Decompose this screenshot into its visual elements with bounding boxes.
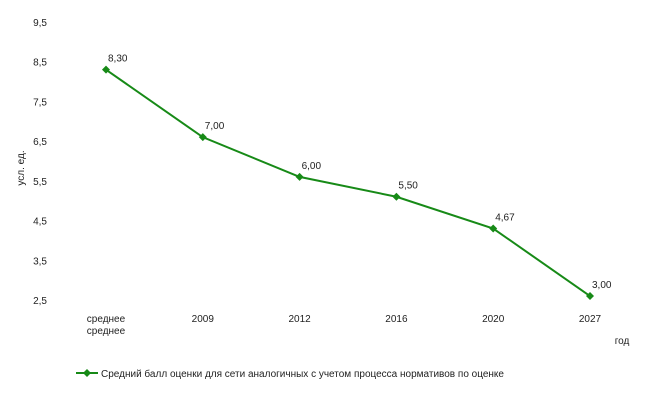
y-tick-label: 2,5 (33, 296, 47, 307)
y-tick-label: 8,5 (33, 58, 47, 69)
series-line (105, 68, 591, 297)
x-tick-label: 2020 (482, 314, 505, 325)
y-tick-label: 5,5 (33, 177, 47, 188)
series-points (102, 65, 594, 301)
y-tick-label: 7,5 (33, 97, 47, 108)
data-label: 4,67 (495, 213, 515, 224)
data-point (392, 192, 401, 201)
x-tick-label: среднее (87, 326, 126, 337)
data-label: 6,00 (302, 161, 322, 172)
data-labels: 8,30 7,00 6,00 5,50 4,67 3,00 (108, 54, 612, 291)
x-tick-label: 2016 (385, 314, 408, 325)
data-point (586, 292, 594, 301)
data-point (102, 65, 110, 74)
legend: Средний балл оценки для сети аналогичных… (76, 368, 504, 380)
y-axis-title: усл. ед. (16, 150, 27, 185)
y-tick-label: 3,5 (33, 256, 47, 267)
x-tick-label: среднее (87, 314, 126, 325)
legend-marker-swatch (83, 369, 91, 377)
y-tick-label: 9,5 (33, 18, 47, 29)
y-axis: 2,5 3,5 4,5 5,5 6,5 7,5 8,5 9,5 (33, 18, 47, 307)
data-label: 8,30 (108, 54, 128, 65)
data-label: 5,50 (398, 181, 418, 192)
data-point (198, 133, 207, 142)
x-axis-title: год (615, 336, 630, 347)
x-tick-label: 2027 (579, 314, 602, 325)
y-tick-label: 6,5 (33, 137, 47, 148)
x-tick-label: 2012 (288, 314, 311, 325)
series-lines (105, 68, 591, 297)
x-tick-label: 2009 (192, 314, 215, 325)
data-point (295, 172, 304, 181)
data-label: 3,00 (592, 280, 612, 291)
legend-label: Средний балл оценки для сети аналогичных… (101, 368, 504, 380)
data-point (489, 224, 498, 233)
y-tick-label: 4,5 (33, 217, 47, 228)
data-label: 7,00 (205, 121, 225, 132)
